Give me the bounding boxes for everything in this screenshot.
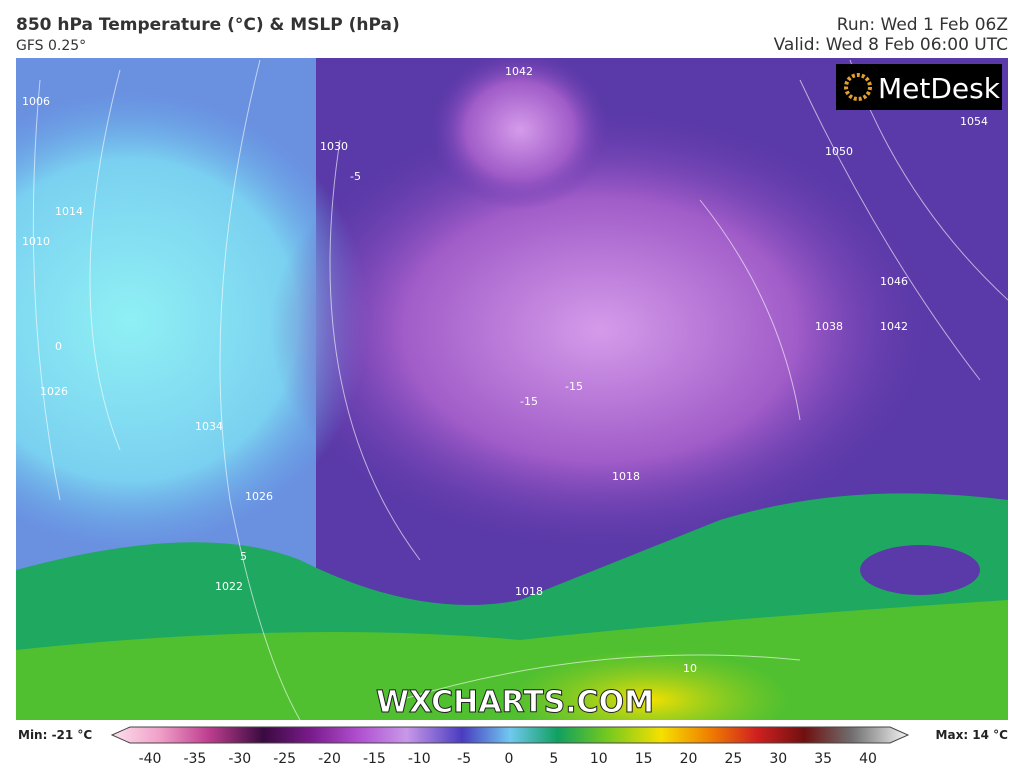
isobar-label: 1010 — [22, 235, 50, 248]
logo-box — [836, 64, 1002, 110]
black-sea-cold — [860, 545, 980, 595]
isobar-label: 1018 — [612, 470, 640, 483]
isobar-label: 1026 — [245, 490, 273, 503]
isobar-label: 1054 — [960, 115, 988, 128]
valid: Valid: Wed 8 Feb 06:00 UTC — [774, 35, 1008, 55]
temperature-label: 0 — [55, 340, 62, 353]
colorbar-tick-label: -15 — [363, 751, 386, 767]
min-label: Min: -21 °C — [18, 728, 92, 742]
colorbar-tick-label: -20 — [318, 751, 341, 767]
temperature-label: -15 — [565, 380, 583, 393]
map — [16, 58, 1008, 720]
isobar-label: 1038 — [815, 320, 843, 333]
run: Run: Wed 1 Feb 06Z — [837, 15, 1008, 35]
warmest — [510, 650, 790, 720]
isobar-label: 1030 — [320, 140, 348, 153]
watermark: WXCHARTS.COM — [376, 685, 654, 720]
colorbar-tick-label: 20 — [680, 751, 698, 767]
temperature-label: -5 — [350, 170, 361, 183]
max-label: Max: 14 °C — [936, 728, 1009, 742]
colorbar-tick-label: -5 — [457, 751, 471, 767]
colorbar-tick-label: 0 — [505, 751, 514, 767]
isobar-label: 1014 — [55, 205, 83, 218]
cyan-region — [16, 90, 370, 550]
colorbar-tick-label: -10 — [408, 751, 431, 767]
scandinavia-cold — [430, 58, 610, 210]
colorbar-tick-label: 15 — [635, 751, 653, 767]
isobar-label: 1026 — [40, 385, 68, 398]
isobar-label: 1042 — [505, 65, 533, 78]
isobar-label: 1022 — [215, 580, 243, 593]
colorbar-tick-label: 30 — [769, 751, 787, 767]
temperature-label: -15 — [520, 395, 538, 408]
cold-airmass — [270, 110, 930, 550]
title: 850 hPa Temperature (°C) & MSLP (hPa) — [16, 15, 400, 35]
model: GFS 0.25° — [16, 38, 86, 54]
isobar-label: 1050 — [825, 145, 853, 158]
colorbar-tick-label: 35 — [814, 751, 832, 767]
colorbar-tick-label: -35 — [183, 751, 206, 767]
colorbar-tick-label: -25 — [273, 751, 296, 767]
isobar-label: 1046 — [880, 275, 908, 288]
colorbar-tick-label: 25 — [724, 751, 742, 767]
logo-icon — [844, 73, 872, 101]
colorbar-tick-label: 5 — [549, 751, 558, 767]
colorbar-tick-label: 40 — [859, 751, 877, 767]
isobar-label: 1042 — [880, 320, 908, 333]
logo: MetDesk — [878, 72, 1001, 105]
colorbar — [110, 726, 910, 744]
colorbar-tick-label: 10 — [590, 751, 608, 767]
colorbar-tick-label: -30 — [228, 751, 251, 767]
isobar-label: 1018 — [515, 585, 543, 598]
temperature-label: 10 — [683, 662, 697, 675]
temperature-label: 5 — [240, 550, 247, 563]
isobar-label: 1006 — [22, 95, 50, 108]
colorbar-tick-label: -40 — [139, 751, 162, 767]
isobar-label: 1034 — [195, 420, 223, 433]
